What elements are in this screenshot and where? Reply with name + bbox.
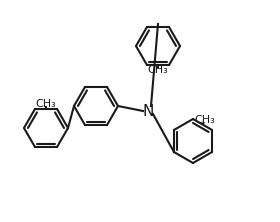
Text: CH₃: CH₃ — [195, 115, 215, 125]
Text: CH₃: CH₃ — [148, 65, 168, 75]
Text: N: N — [142, 103, 154, 119]
Text: CH₃: CH₃ — [36, 99, 56, 109]
